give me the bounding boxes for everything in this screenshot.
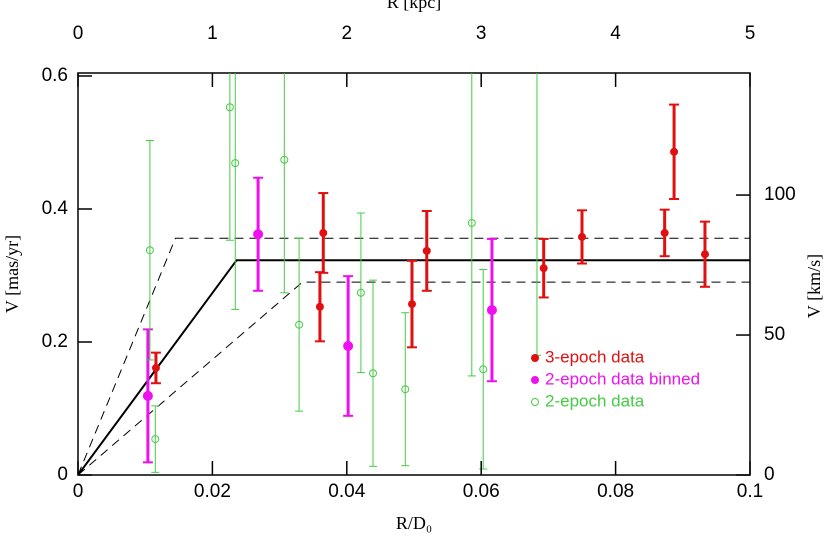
data-point [578, 232, 586, 241]
data-point [151, 435, 160, 444]
x-axis-label: R/D₀ [396, 513, 432, 533]
data-point [479, 365, 488, 374]
error-bar [280, 73, 289, 294]
x-tick-label: 0.08 [597, 481, 634, 502]
x-tick-label: 0.06 [463, 481, 500, 502]
y2-tick-label: 100 [764, 184, 796, 205]
y2-tick-label: 0 [764, 464, 775, 485]
x2-tick-label: 5 [745, 23, 756, 44]
legend-label: 2-epoch data binned [545, 369, 700, 388]
data-point [401, 385, 410, 394]
data-point [280, 155, 289, 164]
data-point [225, 103, 234, 112]
error-bar [401, 312, 410, 467]
x-tick-label: 0 [73, 481, 84, 502]
data-point [231, 159, 240, 168]
data-point [142, 390, 153, 401]
data-point [467, 218, 476, 227]
error-bar [151, 405, 160, 473]
y-axis-label: V [mas/yr] [2, 235, 22, 313]
error-bar [369, 279, 378, 467]
model-line [78, 259, 750, 475]
error-bar [295, 237, 304, 412]
x2-tick-label: 4 [610, 23, 621, 44]
data-point [407, 300, 416, 309]
model-line [78, 237, 750, 475]
y-tick-label: 0.6 [42, 65, 68, 86]
x2-tick-label: 2 [342, 23, 353, 44]
y-tick-label: 0.2 [42, 331, 68, 352]
data-point [315, 302, 324, 311]
data-point [539, 264, 548, 273]
legend-marker [531, 354, 539, 362]
error-bar [356, 212, 365, 374]
error-bar [467, 73, 476, 377]
y-tick-label: 0 [57, 464, 68, 485]
error-bar [225, 73, 234, 241]
error-bar [231, 73, 240, 310]
error-bar [532, 73, 541, 356]
top-axis-label: R [kpc] [387, 0, 441, 12]
y-tick-label: 0.4 [42, 198, 69, 219]
data-point [319, 228, 328, 237]
y2-axis-label: V [km/s] [804, 254, 824, 318]
data-point [670, 147, 679, 156]
data-point [486, 305, 497, 316]
data-point [660, 228, 669, 237]
plot-frame [77, 72, 751, 476]
x2-tick-label: 0 [73, 23, 84, 44]
data-point [422, 246, 431, 255]
x-tick-label: 0.04 [328, 481, 365, 502]
data-point [145, 246, 154, 255]
legend-label: 3-epoch data [545, 347, 645, 366]
data-point [151, 363, 160, 372]
data-point [533, 46, 540, 53]
legend-marker [531, 376, 539, 384]
plot-area [78, 46, 750, 475]
x2-tick-label: 3 [476, 23, 487, 44]
x-tick-label: 0.1 [737, 481, 763, 502]
y2-tick-label: 50 [764, 324, 785, 345]
data-point [369, 369, 378, 378]
model-line [78, 281, 750, 475]
x-tick-label: 0.02 [194, 481, 231, 502]
data-point [700, 250, 709, 259]
legend-label: 2-epoch data [545, 391, 645, 410]
data-point [295, 320, 304, 329]
data-point [356, 288, 365, 297]
x2-tick-label: 1 [207, 23, 218, 44]
legend-marker [531, 398, 539, 406]
error-bar [479, 269, 488, 470]
data-point [343, 340, 354, 351]
data-point [253, 229, 264, 240]
error-bar [145, 139, 154, 361]
